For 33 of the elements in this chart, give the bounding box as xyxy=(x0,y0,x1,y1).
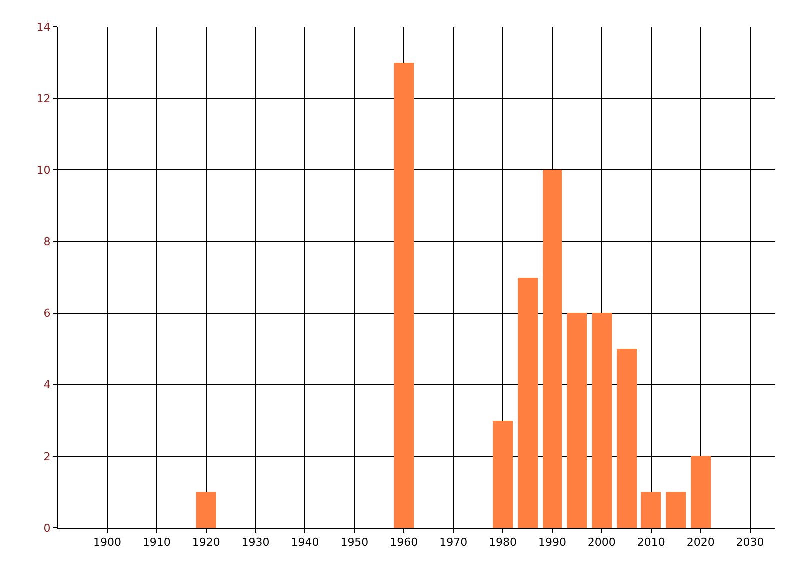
x-tick-label: 1970 xyxy=(440,536,468,550)
bar xyxy=(543,170,562,528)
x-tick-label: 1950 xyxy=(340,536,369,550)
x-tick-label: 1940 xyxy=(291,536,320,550)
x-tick-label: 2030 xyxy=(736,536,764,550)
bar xyxy=(691,456,711,528)
bar xyxy=(394,63,414,528)
bar xyxy=(592,313,612,528)
x-tick-label: 2000 xyxy=(588,536,616,550)
bar xyxy=(617,349,637,528)
y-tick-label: 4 xyxy=(44,378,51,392)
x-tick-label: 1900 xyxy=(93,536,122,550)
y-tick-label: 8 xyxy=(44,236,51,249)
y-tick-label: 2 xyxy=(44,450,51,464)
x-tick-label: 1960 xyxy=(390,536,418,550)
x-tick-label: 1990 xyxy=(538,536,566,550)
y-tick-label: 14 xyxy=(36,20,51,34)
bar xyxy=(518,278,538,528)
y-tick-label: 12 xyxy=(36,92,51,106)
bar xyxy=(666,492,686,528)
bar xyxy=(493,421,513,528)
x-tick-label: 1920 xyxy=(192,536,220,550)
y-tick-label: 0 xyxy=(44,522,51,535)
y-tick-label: 10 xyxy=(36,164,51,177)
y-tick-label: 6 xyxy=(44,307,51,320)
x-tick-label: 2010 xyxy=(637,536,666,550)
x-tick-label: 2020 xyxy=(686,536,715,550)
bar xyxy=(196,492,216,528)
x-tick-label: 1930 xyxy=(242,536,270,550)
bar xyxy=(567,313,587,528)
x-tick-label: 1910 xyxy=(142,536,171,550)
bar xyxy=(641,492,661,528)
x-tick-label: 1980 xyxy=(489,536,518,550)
